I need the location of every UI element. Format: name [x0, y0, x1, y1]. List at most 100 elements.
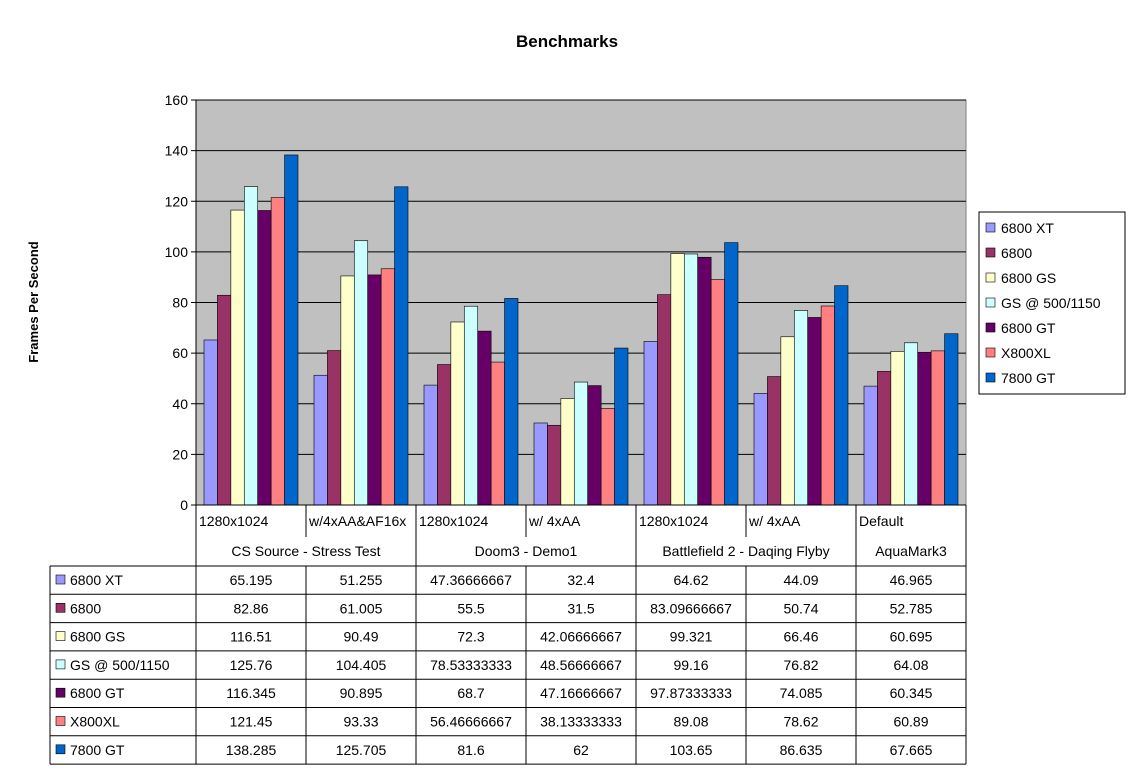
- bar: [903, 342, 919, 506]
- bar: [327, 350, 342, 506]
- data-label: 66.46: [783, 629, 818, 645]
- bar: [877, 371, 892, 506]
- data-label: 64.62: [673, 572, 708, 588]
- y-tick-label: 0: [180, 497, 188, 513]
- legend-swatch: [985, 347, 996, 358]
- row-label: 7800 GT: [70, 742, 125, 758]
- bar: [340, 275, 355, 506]
- bar: [780, 336, 795, 506]
- data-label: 125.705: [336, 742, 387, 758]
- data-label: 38.13333333: [540, 714, 622, 730]
- category-label: 1280x1024: [199, 513, 269, 529]
- data-label: 103.65: [670, 742, 713, 758]
- table-swatch: [55, 716, 66, 726]
- y-axis-title: Frames Per Second: [26, 241, 41, 362]
- table-swatch: [55, 659, 66, 670]
- data-label: 125.76: [230, 657, 273, 673]
- row-label: 6800: [70, 600, 101, 616]
- bar: [367, 274, 382, 506]
- bar: [930, 350, 945, 506]
- data-table: 1280x1024 w/4xAA&AF16x 1280x1024 w/ 4xAA 128…: [49, 505, 967, 765]
- bar: [657, 294, 672, 506]
- bar: [313, 374, 328, 506]
- bar: [394, 186, 409, 506]
- data-label: 32.4: [567, 572, 594, 588]
- data-label: 55.5: [457, 600, 484, 616]
- legend-swatch: [985, 322, 996, 333]
- legend-label: 6800 GT: [1001, 320, 1056, 336]
- y-tick-label: 100: [165, 244, 189, 260]
- row-label: 6800 XT: [70, 572, 123, 588]
- y-tick-label: 20: [172, 446, 188, 462]
- legend-label: 6800: [1001, 245, 1032, 261]
- data-label: 99.16: [673, 657, 708, 673]
- table-swatch: [55, 744, 66, 755]
- y-tick-label: 40: [172, 396, 188, 412]
- bar: [697, 256, 712, 506]
- category-label: 1280x1024: [419, 513, 489, 529]
- legend-label: 7800 GT: [1001, 370, 1056, 386]
- data-label: 46.965: [890, 572, 933, 588]
- y-tick-label: 160: [165, 92, 189, 108]
- data-label: 86.635: [780, 742, 823, 758]
- bar: [600, 408, 615, 506]
- bar: [834, 285, 849, 506]
- bar: [380, 268, 395, 506]
- bar: [670, 253, 685, 506]
- bar: [587, 385, 602, 506]
- bar: [573, 381, 589, 506]
- data-label: 83.09666667: [650, 600, 732, 616]
- bar: [560, 398, 575, 506]
- data-label: 78.62: [783, 714, 818, 730]
- bar: [643, 341, 658, 506]
- bar: [820, 305, 835, 506]
- row-label: X800XL: [70, 714, 120, 730]
- group-label: Battlefield 2 - Daqing Flyby: [662, 543, 829, 559]
- legend-label: 6800 XT: [1001, 220, 1054, 236]
- y-tick-label: 80: [172, 295, 188, 311]
- bar: [890, 351, 905, 506]
- y-tick-label: 120: [165, 193, 189, 209]
- bar: [710, 279, 725, 506]
- data-label: 90.49: [343, 629, 378, 645]
- bar: [490, 361, 505, 506]
- data-label: 50.74: [783, 600, 818, 616]
- data-label: 82.86: [233, 600, 268, 616]
- y-tick-label: 60: [172, 345, 188, 361]
- data-label: 104.405: [336, 657, 387, 673]
- bar: [504, 298, 519, 506]
- bar: [284, 154, 299, 506]
- category-label: Default: [859, 513, 903, 529]
- bar: [753, 393, 768, 506]
- legend-swatch: [985, 247, 996, 258]
- bar: [767, 376, 782, 506]
- category-label: 1280x1024: [639, 513, 709, 529]
- group-label: AquaMark3: [875, 543, 947, 559]
- data-label: 121.45: [230, 714, 273, 730]
- bar: [917, 351, 932, 506]
- data-label: 76.82: [783, 657, 818, 673]
- data-label: 138.285: [226, 742, 277, 758]
- bar: [463, 305, 479, 506]
- bar: [217, 294, 232, 506]
- data-label: 116.345: [226, 685, 276, 701]
- category-label: w/ 4xAA: [748, 513, 801, 529]
- y-tick-label: 140: [165, 143, 189, 159]
- data-label: 72.3: [457, 629, 484, 645]
- data-label: 78.53333333: [430, 657, 512, 673]
- bar: [614, 347, 629, 506]
- data-label: 64.08: [893, 657, 928, 673]
- data-label: 65.195: [230, 572, 273, 588]
- bar: [353, 240, 369, 506]
- bar: [944, 333, 959, 506]
- data-label: 47.36666667: [430, 572, 512, 588]
- bar: [863, 385, 878, 506]
- table-swatch: [55, 687, 66, 698]
- bar: [257, 210, 272, 506]
- data-label: 89.08: [673, 714, 708, 730]
- bar: [793, 310, 809, 506]
- legend-label: GS @ 500/1150: [1001, 295, 1101, 311]
- data-label: 60.345: [890, 685, 933, 701]
- data-label: 97.87333333: [650, 685, 732, 701]
